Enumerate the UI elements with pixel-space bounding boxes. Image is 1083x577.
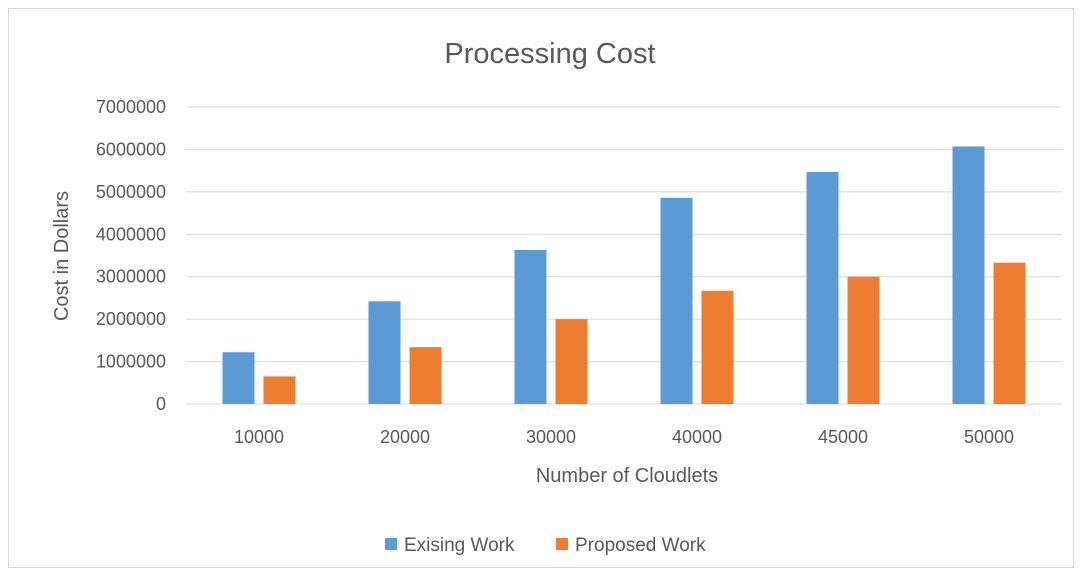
y-tick-label: 7000000	[96, 97, 166, 117]
bar-existing	[368, 301, 401, 404]
legend-label: Exising Work	[404, 535, 515, 556]
bar-existing	[952, 146, 985, 405]
gridlines	[186, 106, 1062, 405]
x-tick-label: 45000	[818, 427, 868, 447]
y-tick-label: 1000000	[96, 352, 166, 372]
chart-title: Processing Cost	[444, 38, 655, 70]
bar-proposed	[409, 347, 442, 404]
legend-swatch	[556, 538, 568, 550]
x-tick-label: 40000	[672, 427, 722, 447]
legend-label: Proposed Work	[575, 535, 706, 556]
bar-existing	[806, 171, 839, 404]
bar-proposed	[701, 290, 734, 404]
bar-proposed	[263, 376, 296, 404]
y-tick-label: 6000000	[96, 139, 166, 159]
legend-swatch	[385, 538, 397, 550]
y-tick-label: 0	[156, 394, 166, 414]
x-tick-label: 30000	[526, 427, 576, 447]
bar-proposed	[555, 319, 588, 404]
bar-proposed	[847, 276, 880, 404]
bar-existing	[660, 197, 693, 404]
bar-proposed	[993, 262, 1026, 404]
x-axis-label: Number of Cloudlets	[536, 465, 718, 487]
x-tick-label: 20000	[380, 427, 430, 447]
y-tick-label: 5000000	[96, 182, 166, 202]
y-tick-label: 4000000	[96, 224, 166, 244]
legend: Exising Work Proposed Work	[385, 535, 706, 556]
bar-existing	[222, 352, 255, 404]
y-tick-label: 3000000	[96, 267, 166, 287]
x-axis-ticks: 10000 20000 30000 40000 45000 50000	[234, 427, 1014, 447]
x-tick-label: 50000	[964, 427, 1014, 447]
x-tick-label: 10000	[234, 427, 284, 447]
y-tick-label: 2000000	[96, 309, 166, 329]
bar-existing	[514, 249, 547, 404]
bars	[222, 146, 1026, 405]
y-axis-ticks: 0 1000000 2000000 3000000 4000000 5000000 6000…	[96, 97, 166, 414]
y-axis-label: Cost in Dollars	[51, 191, 73, 321]
